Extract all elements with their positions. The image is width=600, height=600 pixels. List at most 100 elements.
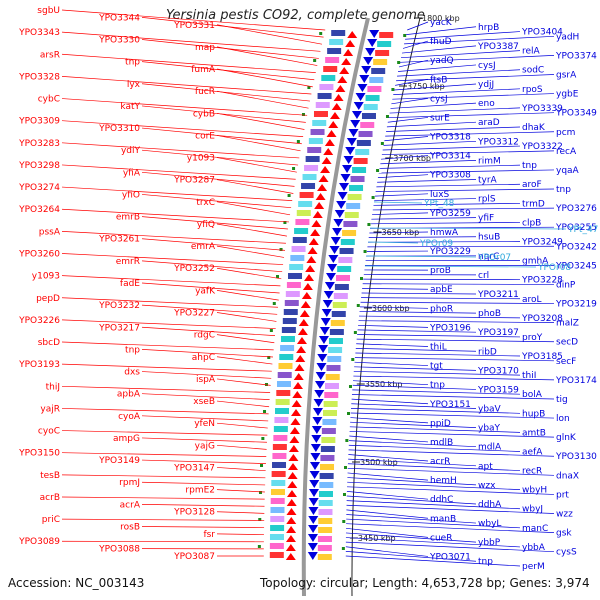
right-gene-line bbox=[355, 348, 477, 352]
right-gene-line bbox=[350, 408, 521, 414]
feature-box bbox=[356, 140, 371, 146]
forward-gene-arrow bbox=[287, 472, 298, 479]
right-gene-line bbox=[402, 40, 429, 49]
right-gene-label: ddhA bbox=[478, 500, 502, 510]
feature-box bbox=[371, 68, 386, 74]
feature-box bbox=[272, 444, 287, 450]
left-gene-label: YPO3264 bbox=[18, 205, 60, 215]
right-gene-label: relA bbox=[522, 47, 541, 57]
forward-gene-arrow bbox=[286, 517, 297, 524]
right-gene-line bbox=[398, 59, 429, 68]
forward-gene-arrow bbox=[306, 256, 317, 263]
reverse-gene-arrow bbox=[322, 300, 333, 308]
track-tick bbox=[313, 59, 317, 62]
right-gene-line bbox=[346, 518, 521, 529]
left-gene-label: acrA bbox=[120, 500, 141, 510]
right-gene-line bbox=[399, 55, 555, 63]
left-gene-line bbox=[141, 304, 278, 315]
reverse-gene-arrow bbox=[318, 336, 329, 344]
feature-box bbox=[377, 41, 392, 47]
right-gene-line bbox=[391, 98, 429, 105]
forward-gene-arrow bbox=[335, 85, 346, 92]
feature-box bbox=[308, 138, 323, 144]
forward-gene-arrow bbox=[310, 229, 321, 236]
feature-box bbox=[320, 446, 335, 452]
right-gene-line bbox=[379, 164, 521, 169]
feature-box bbox=[277, 372, 292, 378]
reverse-gene-arrow bbox=[327, 264, 338, 272]
left-gene-label: yfiA bbox=[123, 168, 141, 178]
ruler-label: 3550 kbp bbox=[365, 380, 403, 389]
right-gene-label: proB bbox=[430, 266, 451, 276]
right-gene-line bbox=[386, 121, 477, 128]
right-gene-label: wzz bbox=[556, 510, 573, 520]
reverse-gene-arrow bbox=[316, 363, 327, 371]
left-gene-lines bbox=[61, 9, 326, 557]
track-tick bbox=[385, 115, 389, 118]
left-gene-line bbox=[61, 297, 278, 308]
right-gene-label: gsrA bbox=[556, 70, 577, 80]
feature-box bbox=[338, 257, 353, 263]
right-gene-label: ybbA bbox=[522, 543, 546, 553]
reverse-gene-arrow bbox=[369, 30, 380, 38]
track-tick bbox=[287, 194, 291, 197]
left-gene-line bbox=[61, 341, 274, 351]
reverse-gene-arrow bbox=[342, 165, 353, 173]
feature-box bbox=[324, 383, 339, 389]
feature-box bbox=[271, 471, 286, 477]
feature-box bbox=[363, 104, 378, 110]
forward-gene-arrow bbox=[297, 328, 308, 335]
left-gene-label: sgbU bbox=[37, 6, 60, 16]
right-gene-line bbox=[405, 31, 521, 40]
right-gene-line bbox=[373, 202, 521, 206]
track-tick bbox=[367, 223, 371, 226]
feature-box bbox=[284, 300, 299, 306]
feature-box bbox=[280, 336, 295, 342]
right-gene-label: mdlB bbox=[430, 438, 453, 448]
feature-box bbox=[288, 273, 303, 279]
right-gene-label: wbyL bbox=[478, 519, 501, 529]
track-tick bbox=[261, 437, 265, 440]
track-tick bbox=[342, 493, 346, 496]
feature-box bbox=[301, 183, 316, 189]
right-gene-line bbox=[345, 555, 521, 567]
right-gene-label: YPO3245 bbox=[555, 261, 597, 271]
left-gene-label: cyoC bbox=[38, 427, 60, 437]
right-gene-label: YPO3219 bbox=[555, 300, 597, 310]
forward-gene-arrow bbox=[320, 166, 331, 173]
right-gene-line bbox=[347, 481, 521, 490]
feature-box bbox=[327, 356, 342, 362]
right-gene-label: thiI bbox=[522, 371, 536, 381]
left-gene-label: tnp bbox=[125, 345, 140, 355]
left-gene-label: y1093 bbox=[187, 154, 215, 164]
right-gene-label: tig bbox=[556, 395, 568, 405]
right-gene-line bbox=[349, 435, 429, 443]
right-gene-line bbox=[347, 467, 555, 476]
forward-gene-arrow bbox=[318, 175, 329, 182]
left-gene-line bbox=[141, 437, 267, 443]
accession-label: Accession: NC_003143 bbox=[8, 576, 145, 590]
feature-box bbox=[327, 48, 342, 54]
right-gene-label: crl bbox=[478, 271, 489, 281]
reverse-gene-arrow bbox=[350, 120, 361, 128]
right-gene-label: tnp bbox=[478, 557, 493, 567]
left-gene-line bbox=[141, 216, 288, 230]
left-gene-line bbox=[61, 53, 316, 73]
feature-box bbox=[269, 552, 284, 558]
feature-box bbox=[273, 435, 288, 441]
right-gene-label: hsuB bbox=[478, 233, 500, 243]
right-gene-line bbox=[346, 514, 477, 524]
right-gene-label: secD bbox=[556, 338, 578, 348]
right-gene-label: YPO3242 bbox=[555, 242, 597, 252]
right-gene-line bbox=[346, 491, 429, 500]
right-gene-line bbox=[407, 21, 429, 31]
right-gene-label: pcm bbox=[556, 128, 575, 138]
right-gene-label: sodC bbox=[522, 66, 544, 76]
left-gene-label: YPO3150 bbox=[18, 449, 60, 459]
right-gene-label: YPO3312 bbox=[477, 137, 519, 147]
left-gene-label: yajR bbox=[40, 404, 60, 414]
reverse-gene-arrow bbox=[339, 183, 350, 191]
left-gene-line bbox=[216, 489, 265, 493]
right-gene-label: ftsB bbox=[430, 75, 447, 85]
right-gene-line bbox=[345, 546, 429, 557]
